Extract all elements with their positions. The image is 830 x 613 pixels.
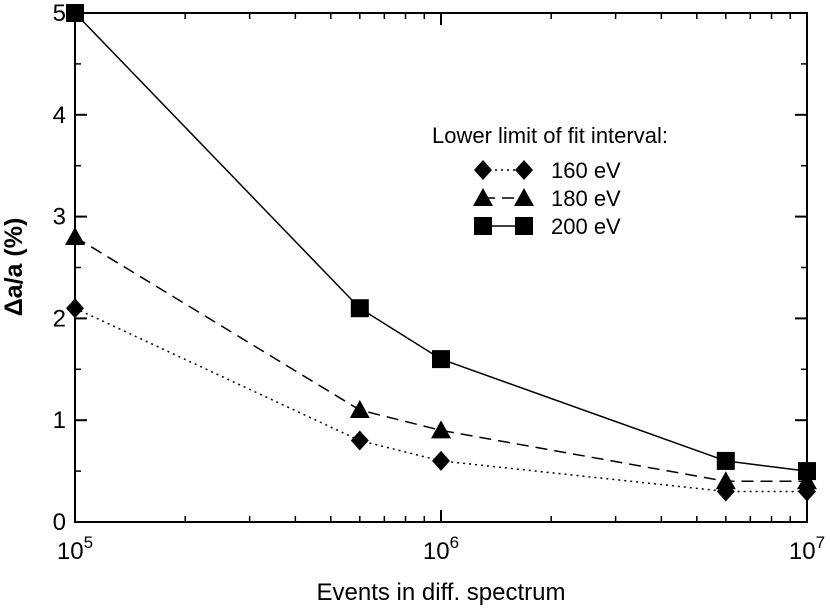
x-tick-exponent: 6 (450, 533, 459, 552)
series-line-1 (74, 236, 807, 483)
y-tick-label: 1 (53, 407, 66, 434)
legend: Lower limit of fit interval: 160 eV 180 e… (432, 123, 668, 239)
data-point-square (350, 299, 369, 318)
data-point-triangle (715, 471, 736, 490)
data-point-diamond (432, 450, 450, 471)
legend-marker-square (474, 217, 492, 235)
legend-marker-diamond (515, 160, 533, 180)
plot-frame (74, 12, 808, 523)
y-tick-label: 4 (53, 102, 66, 129)
x-tick-label: 105 (57, 533, 93, 565)
legend-marker-square (515, 217, 533, 235)
legend-label: 160 eV (551, 158, 621, 183)
y-tick-label: 3 (53, 204, 66, 231)
legend-label: 200 eV (551, 214, 621, 239)
data-point-square (432, 350, 450, 369)
legend-title: Lower limit of fit interval: (432, 123, 668, 148)
major-ticks (74, 12, 808, 523)
minor-ticks (75, 13, 807, 522)
legend-marker-triangle (473, 188, 493, 206)
legend-marker-diamond (474, 160, 492, 180)
data-point-square (716, 451, 735, 470)
data-point-diamond (350, 430, 369, 451)
x-tick-base: 10 (57, 538, 84, 565)
legend-label: 180 eV (551, 186, 621, 211)
series-group (65, 4, 817, 502)
y-tick-label: 2 (53, 305, 66, 332)
x-tick-base: 10 (423, 538, 450, 565)
y-axis-title: Δa/a (%) (0, 218, 28, 317)
x-tick-base: 10 (789, 538, 816, 565)
x-tick-exponent: 7 (816, 533, 825, 552)
x-axis-title: Events in diff. spectrum (317, 579, 566, 606)
data-point-triangle (431, 420, 451, 439)
legend-marker-triangle (514, 188, 534, 206)
series-line-2 (74, 12, 808, 472)
y-tick-label: 5 (53, 0, 66, 27)
x-tick-label: 107 (789, 533, 825, 565)
y-tick-label: 0 (53, 509, 66, 536)
x-tick-exponent: 5 (84, 533, 93, 552)
data-point-triangle (349, 400, 370, 419)
x-tick-label: 106 (423, 533, 459, 565)
